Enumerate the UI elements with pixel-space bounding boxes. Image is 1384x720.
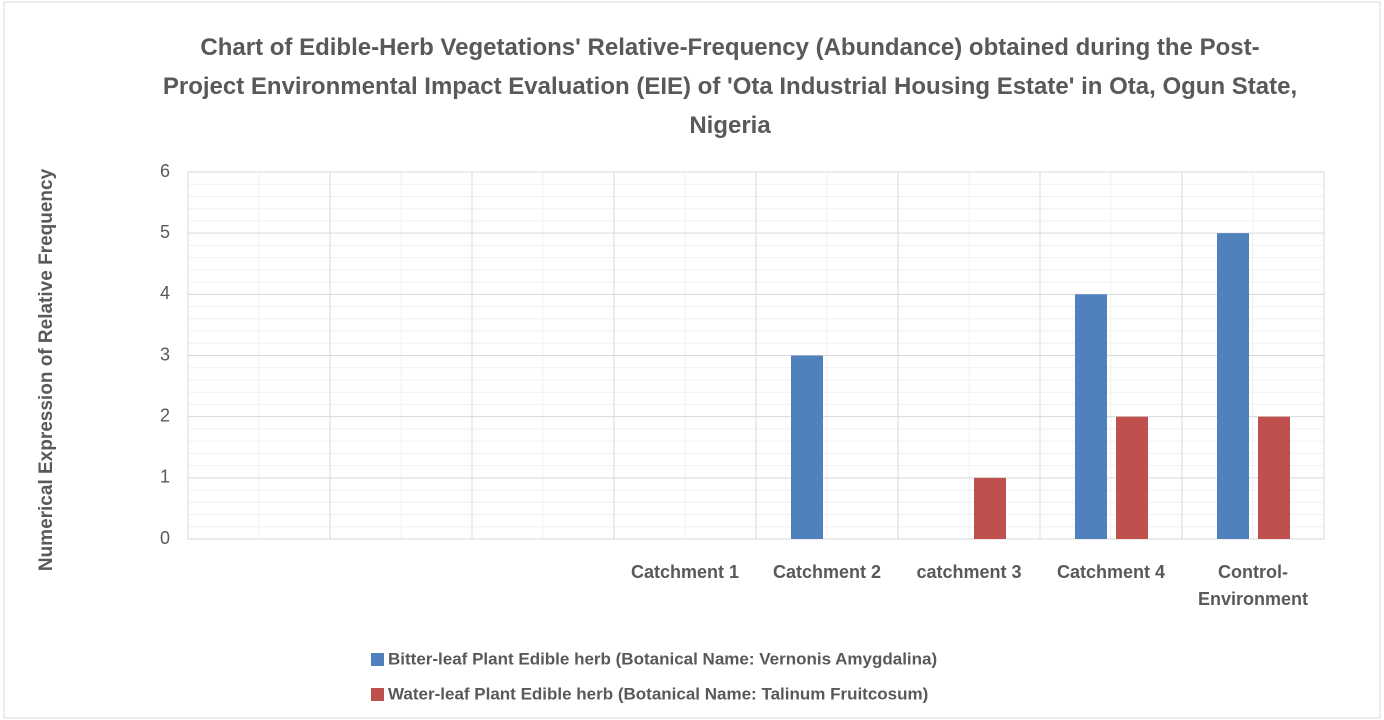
- bar: [1116, 416, 1148, 539]
- bar: [1217, 233, 1249, 539]
- legend-label: Water-leaf Plant Edible herb (Botanical …: [388, 684, 928, 703]
- y-tick-label: 5: [160, 222, 170, 242]
- x-tick-label: catchment 3: [916, 562, 1021, 582]
- bar: [974, 477, 1006, 539]
- bar: [791, 355, 823, 539]
- y-tick-label: 0: [160, 528, 170, 548]
- y-tick-label: 3: [160, 344, 170, 364]
- x-tick-label: Control-Environment: [1198, 562, 1308, 609]
- chart-border: [3, 1, 1381, 719]
- bar: [1075, 294, 1107, 539]
- chart-title: Chart of Edible-Herb Vegetations' Relati…: [162, 34, 1298, 139]
- legend-swatch: [371, 653, 384, 666]
- bar: [1258, 416, 1290, 539]
- x-tick-label: Catchment 4: [1057, 562, 1165, 582]
- y-tick-label: 1: [160, 467, 170, 487]
- y-axis-label: Numerical Expression of Relative Frequen…: [36, 168, 57, 571]
- x-tick-label: Catchment 2: [773, 562, 881, 582]
- legend-swatch: [371, 688, 384, 701]
- y-tick-label: 4: [160, 283, 170, 303]
- y-tick-label: 2: [160, 405, 170, 425]
- legend-label: Bitter-leaf Plant Edible herb (Botanical…: [388, 649, 937, 668]
- x-tick-label: Catchment 1: [631, 562, 739, 582]
- y-tick-label: 6: [160, 161, 170, 181]
